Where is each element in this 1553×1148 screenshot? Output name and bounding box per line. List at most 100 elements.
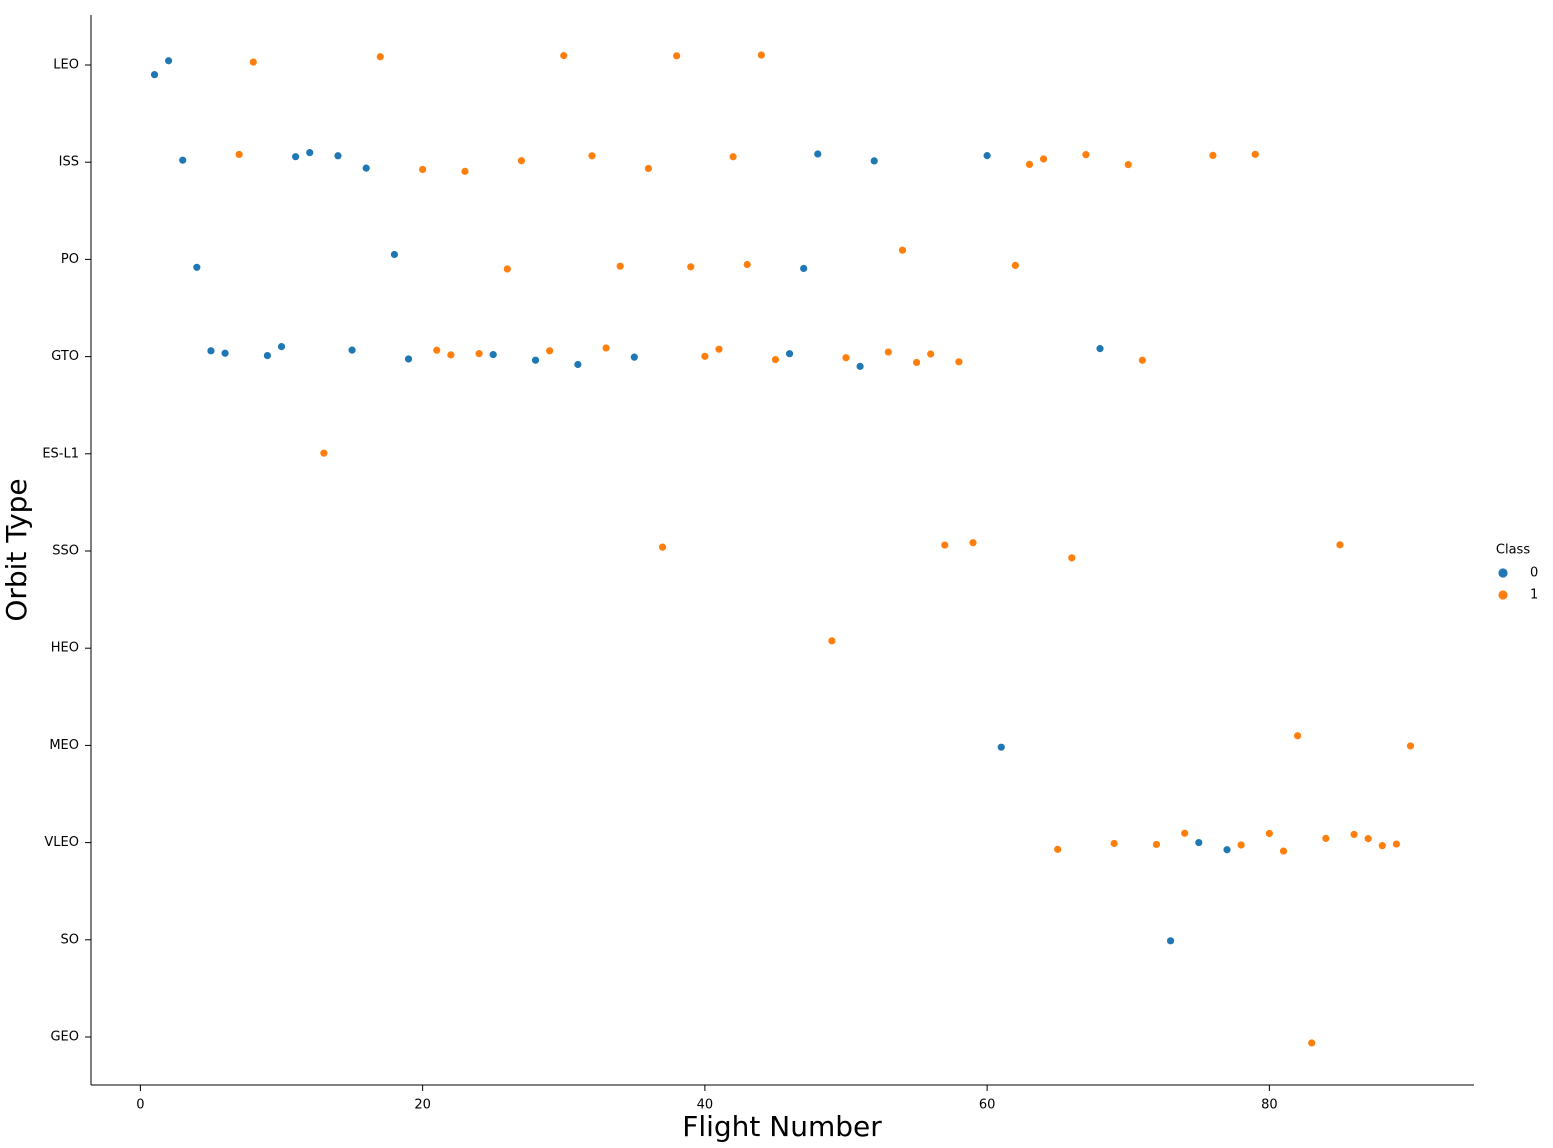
point (658, 542, 667, 552)
point (1391, 839, 1401, 849)
point (404, 354, 413, 364)
point (361, 163, 371, 173)
point (1208, 151, 1218, 160)
y-tick-label: SSO (52, 544, 79, 559)
point (305, 148, 315, 158)
point (898, 245, 907, 255)
point (728, 152, 738, 162)
x-tick-label: 20 (414, 1098, 431, 1113)
point (1166, 936, 1175, 946)
point (601, 343, 611, 353)
point (1137, 355, 1147, 365)
point (883, 347, 893, 357)
point (644, 164, 653, 173)
point (756, 50, 766, 60)
point (1123, 160, 1133, 170)
legend-label: 0 (1530, 566, 1538, 581)
point (1335, 540, 1345, 550)
point (1095, 344, 1105, 354)
point (869, 156, 879, 166)
point (1307, 1038, 1317, 1048)
point (1377, 841, 1387, 851)
legend-marker (1497, 589, 1509, 601)
point (1363, 834, 1373, 844)
point (206, 346, 216, 356)
point (912, 358, 921, 367)
point (277, 342, 286, 352)
y-tick-label: SO (61, 932, 79, 947)
point (234, 150, 244, 159)
point (291, 152, 301, 162)
point (545, 346, 555, 356)
point (432, 345, 442, 355)
y-tick-label: HEO (51, 641, 79, 656)
x-tick-label: 40 (697, 1098, 714, 1113)
y-tick-label: VLEO (44, 835, 79, 850)
point (1406, 741, 1415, 751)
point (940, 540, 950, 550)
point (531, 355, 540, 365)
y-tick-label: MEO (49, 738, 79, 753)
point (1039, 154, 1048, 164)
point (474, 349, 484, 359)
point (672, 51, 682, 61)
point (855, 361, 865, 371)
point (1264, 829, 1274, 838)
point (700, 351, 710, 361)
point (573, 360, 583, 369)
point (771, 355, 780, 364)
point (615, 261, 625, 271)
point (813, 149, 823, 159)
point (319, 448, 329, 458)
point (1349, 830, 1359, 839)
legend-title: Class (1496, 543, 1530, 558)
point (347, 345, 357, 355)
point (587, 151, 597, 161)
x-tick-label: 60 (979, 1098, 996, 1113)
point (446, 350, 456, 360)
point (1053, 844, 1063, 854)
point (827, 636, 837, 646)
point (1081, 150, 1091, 160)
point (1109, 839, 1119, 848)
point (982, 151, 992, 161)
point (1250, 149, 1260, 159)
point (1067, 553, 1077, 563)
y-axis-title: Orbit Type (0, 478, 33, 621)
point (1025, 160, 1034, 169)
legend-marker (1497, 567, 1509, 579)
point (1293, 731, 1302, 741)
y-tick-label: PO (61, 252, 79, 267)
point (390, 250, 399, 259)
point (418, 165, 428, 174)
point (926, 349, 936, 359)
point (1321, 833, 1331, 843)
point (333, 151, 343, 161)
point (220, 348, 230, 358)
x-axis-title: Flight Number (682, 1110, 882, 1143)
point (178, 155, 188, 165)
x-tick-label: 80 (1261, 1098, 1278, 1113)
point (1236, 840, 1246, 850)
point (742, 260, 752, 269)
point (460, 166, 470, 176)
point (841, 353, 851, 363)
point (1180, 828, 1190, 838)
point (1152, 840, 1161, 849)
point (559, 51, 569, 61)
y-tick-label: GTO (51, 349, 79, 364)
point (164, 56, 174, 66)
point (1279, 846, 1288, 856)
y-tick-label: ES-L1 (42, 446, 79, 461)
legend-label: 1 (1530, 588, 1538, 603)
point (799, 264, 809, 273)
point (629, 352, 639, 362)
point (714, 344, 724, 354)
point (150, 70, 159, 80)
point (263, 351, 272, 360)
point (954, 357, 964, 367)
point (968, 538, 978, 548)
point (1222, 845, 1232, 855)
